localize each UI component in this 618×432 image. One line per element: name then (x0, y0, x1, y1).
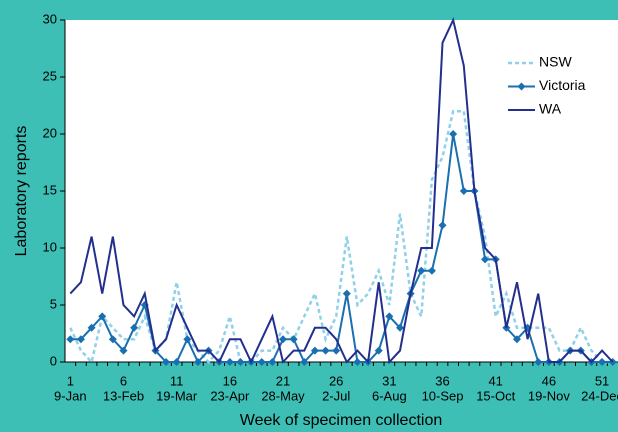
legend-label: WA (539, 101, 562, 117)
plot-area (65, 20, 618, 362)
x-tick-date: 24-Dec (581, 388, 618, 403)
y-tick-label: 25 (43, 68, 57, 83)
x-tick-label: 11 (170, 373, 184, 388)
x-tick-label: 16 (223, 373, 237, 388)
y-tick-label: 10 (43, 239, 57, 254)
x-tick-date: 9-Jan (54, 388, 87, 403)
x-tick-label: 31 (382, 373, 396, 388)
point-marker (66, 335, 75, 344)
x-tick-date: 23-Apr (210, 388, 250, 403)
x-tick-label: 1 (67, 373, 74, 388)
point-marker (87, 323, 96, 332)
point-marker (353, 358, 362, 366)
point-marker (300, 358, 309, 366)
point-marker (534, 358, 543, 366)
x-tick-label: 51 (595, 373, 609, 388)
point-marker (438, 221, 447, 230)
x-tick-label: 46 (542, 373, 556, 388)
y-tick-label: 0 (50, 353, 57, 368)
point-marker (481, 255, 490, 264)
x-tick-label: 36 (435, 373, 449, 388)
x-tick-date: 28-May (261, 388, 305, 403)
point-marker (342, 289, 351, 298)
x-tick-date: 15-Oct (476, 388, 515, 403)
x-tick-label: 26 (329, 373, 343, 388)
x-tick-label: 21 (276, 373, 290, 388)
point-marker (598, 358, 607, 366)
point-marker (279, 335, 288, 344)
x-tick-date: 13-Feb (103, 388, 144, 403)
x-tick-date: 19-Mar (156, 388, 198, 403)
point-marker (332, 346, 341, 355)
point-marker (395, 323, 404, 332)
point-marker (225, 358, 234, 366)
point-marker (76, 335, 85, 344)
point-marker (193, 358, 202, 366)
point-marker (459, 187, 468, 195)
y-axis-label: Laboratory reports (13, 126, 30, 257)
point-marker (236, 358, 245, 366)
point-marker (374, 346, 383, 355)
y-tick-label: 15 (43, 182, 57, 197)
point-marker (321, 346, 330, 355)
point-marker (98, 312, 107, 321)
point-marker (257, 358, 266, 366)
point-marker (417, 266, 426, 275)
point-marker (268, 358, 277, 366)
point-marker (162, 358, 171, 366)
point-marker (449, 130, 458, 138)
point-marker (130, 323, 139, 332)
point-marker (172, 358, 181, 366)
x-tick-date: 19-Nov (528, 388, 570, 403)
legend-label: NSW (539, 54, 572, 70)
point-marker (183, 335, 192, 344)
point-marker (108, 335, 117, 344)
series-line (70, 133, 613, 364)
x-tick-date: 2-Jul (322, 388, 350, 403)
y-tick-label: 5 (50, 296, 57, 311)
x-tick-date: 6-Aug (372, 388, 407, 403)
point-marker (512, 335, 521, 344)
x-tick-date: 10-Sep (422, 388, 464, 403)
x-axis-label: Week of specimen collection (240, 412, 442, 429)
point-marker (385, 312, 394, 321)
point-marker (427, 266, 436, 275)
point-marker (119, 346, 128, 355)
legend-label: Victoria (539, 77, 586, 93)
point-marker (289, 335, 298, 344)
x-tick-label: 6 (120, 373, 127, 388)
series-line (69, 16, 614, 365)
legend-marker (517, 82, 526, 91)
x-tick-label: 41 (488, 373, 502, 388)
y-tick-label: 20 (43, 125, 57, 140)
y-tick-label: 30 (43, 11, 57, 26)
point-marker (310, 346, 319, 355)
